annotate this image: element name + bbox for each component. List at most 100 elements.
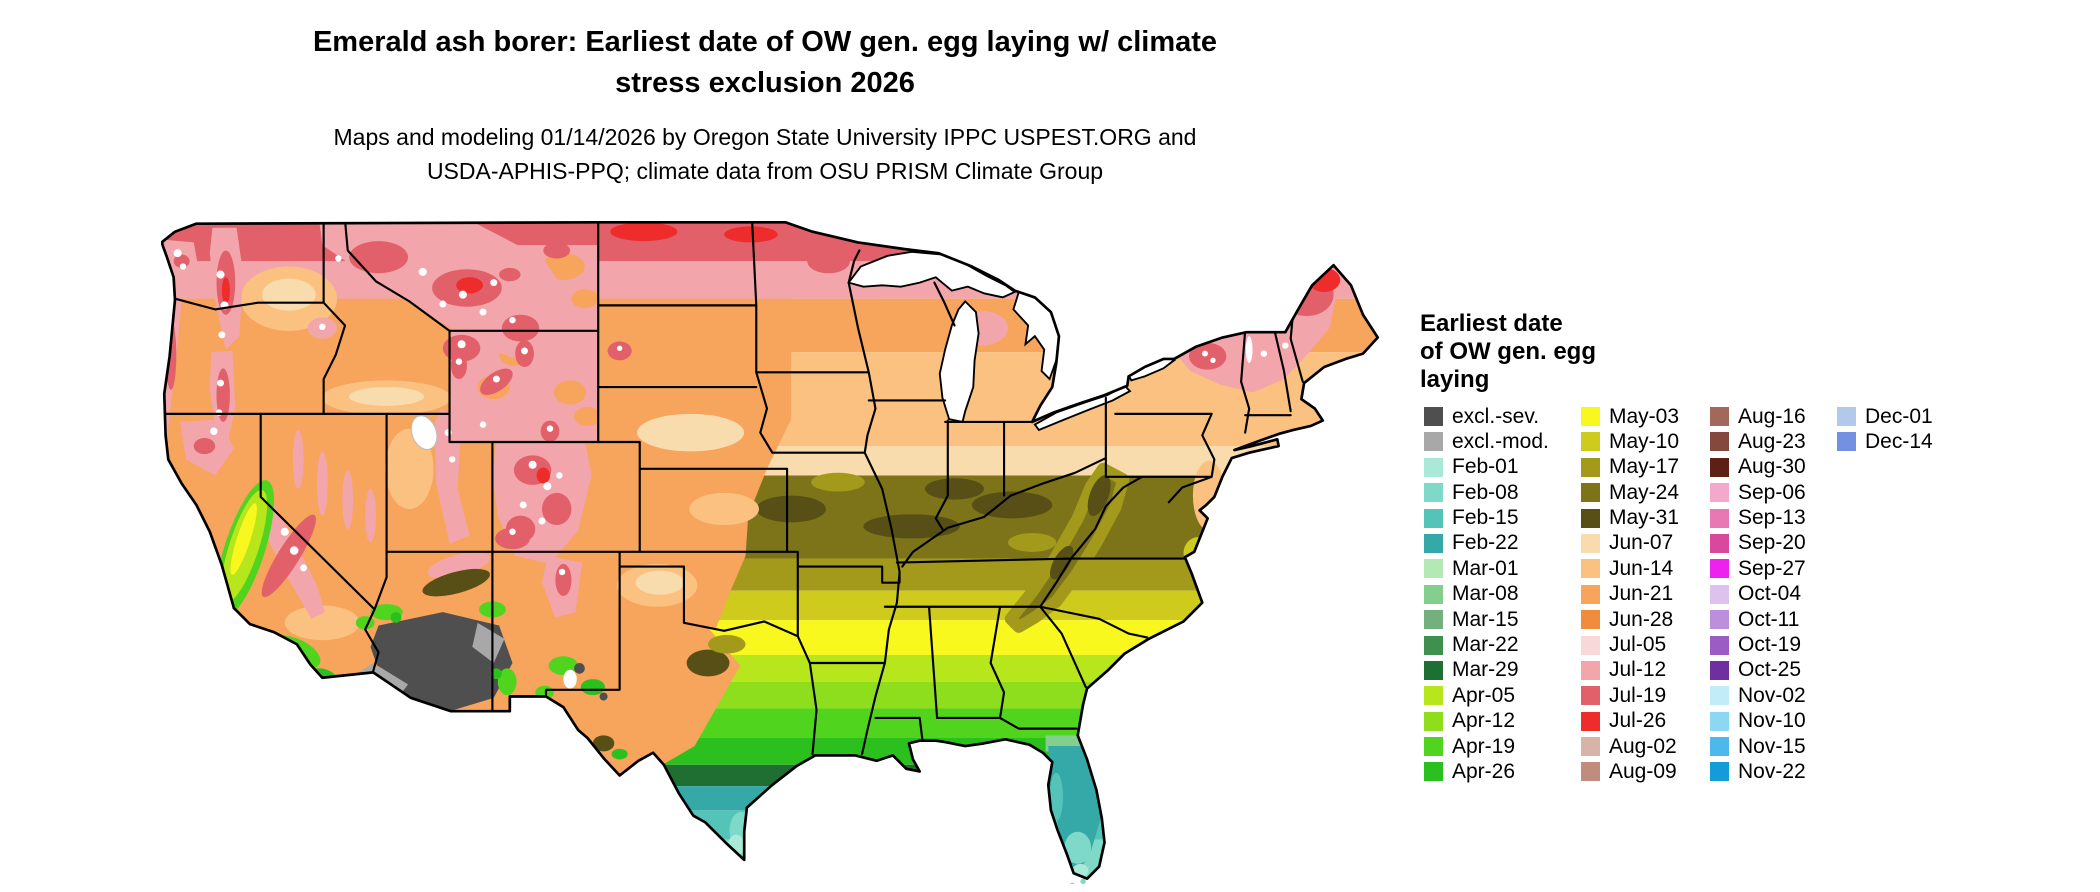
map-title-line1: Emerald ash borer: Earliest date of OW g… xyxy=(312,26,1218,58)
legend-label-nov-15: Nov-15 xyxy=(1738,734,1806,758)
legend-swatch-oct-04 xyxy=(1710,584,1729,604)
legend-label-sep-27: Sep-27 xyxy=(1738,556,1806,580)
legend-swatch-jun-21 xyxy=(1581,584,1600,604)
legend-swatch-aug-30 xyxy=(1710,457,1729,477)
legend-label-jun-14: Jun-14 xyxy=(1609,556,1674,580)
legend-label-aug-16: Aug-16 xyxy=(1738,404,1806,428)
legend-item-jul-26: Jul-26 xyxy=(1581,709,1679,732)
legend-item-feb-01: Feb-01 xyxy=(1424,455,1549,478)
legend-label-dec-14: Dec-14 xyxy=(1865,429,1933,453)
legend-item-jun-14: Jun-14 xyxy=(1581,556,1679,580)
legend-label-dec-01: Dec-01 xyxy=(1865,404,1933,428)
legend-item-may-03: May-03 xyxy=(1581,405,1679,428)
legend-item-feb-15: Feb-15 xyxy=(1424,506,1549,530)
legend-item-may-17: May-17 xyxy=(1581,455,1680,479)
legend-item-aug-02: Aug-02 xyxy=(1581,734,1679,758)
legend-item-jul-19: Jul-19 xyxy=(1581,683,1679,707)
legend-swatch-dec-01 xyxy=(1837,407,1856,426)
legend-column-3: Aug-16 Aug-23 Aug-30 Sep-06 Sep-13 Sep-20 Sep-… xyxy=(1710,404,1806,788)
legend-swatch-may-24 xyxy=(1581,483,1600,503)
legend-label-may-10: May-10 xyxy=(1609,429,1680,453)
legend-swatch-apr-12 xyxy=(1424,711,1443,731)
legend-item-jul-05: Jul-05 xyxy=(1581,633,1679,657)
legend-label-jul-05: Jul-05 xyxy=(1609,633,1667,657)
lake-superior xyxy=(847,250,1017,299)
legend-label-feb-08: Feb-08 xyxy=(1452,480,1519,504)
legend-item-mar-08: Mar-08 xyxy=(1424,582,1549,606)
legend-swatch-jun-07 xyxy=(1581,533,1600,553)
legend-title-line1: Earliest date xyxy=(1420,310,1563,337)
legend-label-mar-08: Mar-08 xyxy=(1452,582,1519,606)
legend-swatch-oct-25 xyxy=(1710,660,1729,680)
legend-label-apr-12: Apr-12 xyxy=(1452,709,1516,733)
legend-item-sep-27: Sep-27 xyxy=(1710,556,1806,580)
legend-item-mar-29: Mar-29 xyxy=(1424,658,1549,682)
legend-label-aug-02: Aug-02 xyxy=(1609,734,1677,758)
legend-label-mar-15: Mar-15 xyxy=(1452,607,1519,631)
legend-item-oct-19: Oct-19 xyxy=(1710,633,1806,656)
great-salt-lake xyxy=(410,415,438,451)
legend-swatch-aug-02 xyxy=(1581,737,1600,757)
legend-title-line3: laying xyxy=(1420,366,1490,393)
map-subtitle-line1: Maps and modeling 01/14/2026 by Oregon S… xyxy=(333,124,1197,150)
legend-swatch-jul-19 xyxy=(1581,686,1600,706)
map-title: Emerald ash borer: Earliest date of OW g… xyxy=(0,22,1530,104)
west-terrain xyxy=(161,223,759,856)
us-map-container xyxy=(161,221,1381,884)
legend-column-2: May-03 May-10 May-17 May-24 May-31 Jun-07 Jun-… xyxy=(1581,405,1680,788)
legend-item-excl-mod: excl.-mod. xyxy=(1424,430,1549,453)
legend-item-dec-14: Dec-14 xyxy=(1837,429,1933,453)
legend-item-jun-21: Jun-21 xyxy=(1581,582,1679,605)
legend-column-1: excl.-sev. excl.-mod. Feb-01 Feb-08 Feb-15 Fe… xyxy=(1424,405,1549,788)
legend-swatch-apr-19 xyxy=(1424,737,1443,757)
legend-swatch-aug-09 xyxy=(1581,762,1600,782)
legend-item-aug-16: Aug-16 xyxy=(1710,404,1806,428)
legend-item-nov-22: Nov-22 xyxy=(1710,760,1806,783)
legend-label-jun-07: Jun-07 xyxy=(1609,531,1674,555)
legend-item-feb-22: Feb-22 xyxy=(1424,531,1549,555)
lake-champlain xyxy=(1245,336,1253,363)
legend-label-apr-19: Apr-19 xyxy=(1452,734,1516,758)
legend-item-mar-01: Mar-01 xyxy=(1424,556,1549,580)
us-outline xyxy=(161,221,1380,880)
legend-swatch-apr-26 xyxy=(1424,762,1443,782)
legend-swatch-aug-23 xyxy=(1710,432,1729,452)
legend-label-sep-20: Sep-20 xyxy=(1738,531,1806,555)
legend-item-nov-15: Nov-15 xyxy=(1710,734,1806,758)
legend-item-sep-20: Sep-20 xyxy=(1710,531,1806,555)
legend-swatch-mar-15 xyxy=(1424,610,1443,630)
legend-item-sep-13: Sep-13 xyxy=(1710,506,1806,529)
legend-label-may-24: May-24 xyxy=(1609,480,1680,504)
legend-item-dec-01: Dec-01 xyxy=(1837,404,1933,428)
legend-swatch-may-03 xyxy=(1581,407,1600,426)
legend-label-mar-01: Mar-01 xyxy=(1452,556,1519,580)
legend-swatch-dec-14 xyxy=(1837,432,1856,452)
legend-label-mar-29: Mar-29 xyxy=(1452,658,1519,682)
legend-item-may-24: May-24 xyxy=(1581,480,1680,504)
legend-swatch-mar-29 xyxy=(1424,660,1443,680)
legend-swatch-nov-22 xyxy=(1710,762,1729,782)
legend-swatch-may-10 xyxy=(1581,432,1600,452)
legend-swatch-nov-10 xyxy=(1710,711,1729,731)
legend-item-excl-sev: excl.-sev. xyxy=(1424,405,1549,428)
legend-swatch-aug-16 xyxy=(1710,407,1729,426)
legend-item-aug-30: Aug-30 xyxy=(1710,455,1806,478)
legend-item-oct-04: Oct-04 xyxy=(1710,582,1806,606)
legend-item-mar-22: Mar-22 xyxy=(1424,633,1549,656)
legend-label-jul-19: Jul-19 xyxy=(1609,683,1667,707)
legend-label-oct-04: Oct-04 xyxy=(1738,582,1802,606)
legend-swatch-oct-19 xyxy=(1710,635,1729,655)
legend-swatch-jul-12 xyxy=(1581,660,1600,680)
legend-item-mar-15: Mar-15 xyxy=(1424,607,1549,631)
legend-item-nov-10: Nov-10 xyxy=(1710,709,1806,732)
legend-label-apr-05: Apr-05 xyxy=(1452,683,1516,707)
legend-swatch-apr-05 xyxy=(1424,686,1443,706)
legend-item-jul-12: Jul-12 xyxy=(1581,658,1679,681)
legend-label-feb-22: Feb-22 xyxy=(1452,531,1519,555)
legend-label-may-17: May-17 xyxy=(1609,455,1680,479)
legend-swatch-sep-27 xyxy=(1710,559,1729,579)
legend-label-feb-15: Feb-15 xyxy=(1452,506,1519,530)
legend-swatch-jul-26 xyxy=(1581,711,1600,731)
legend-item-oct-11: Oct-11 xyxy=(1710,608,1806,631)
legend-label-aug-23: Aug-23 xyxy=(1738,429,1806,453)
